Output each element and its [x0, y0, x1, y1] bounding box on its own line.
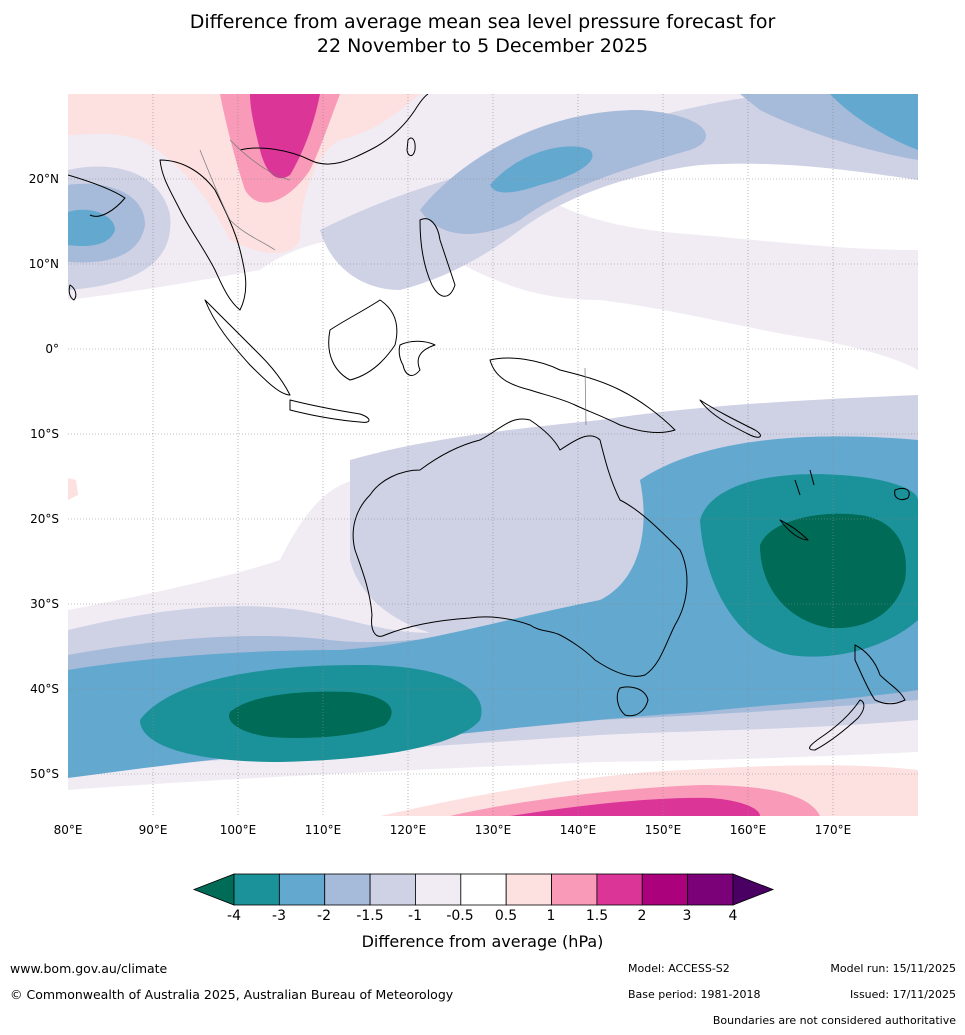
- base-period: Base period: 1981-2018: [628, 988, 761, 1001]
- north-pacific-negative-2: [830, 94, 918, 150]
- title-line-2: 22 November to 5 December 2025: [316, 35, 649, 57]
- lat-label-30s: 30°S: [30, 597, 59, 611]
- gridlines: [68, 94, 918, 816]
- colorbar-swatch: [369, 873, 416, 906]
- colorbar-tick: 3: [682, 908, 692, 924]
- lat-label-equator: 0°: [45, 342, 59, 356]
- model-run-date: Model run: 15/11/2025: [830, 962, 956, 975]
- website-link[interactable]: www.bom.gov.au/climate: [10, 961, 168, 976]
- colorbar-tick: -0.5: [446, 908, 474, 924]
- china-coastline: [239, 94, 429, 165]
- fiji-coastline: [894, 487, 910, 501]
- colorbar-tick: 0.5: [494, 908, 518, 924]
- new-guinea-coastline: [489, 357, 676, 433]
- new-zealand-north-coastline: [854, 644, 906, 705]
- lon-label-80e: 80°E: [53, 823, 83, 837]
- colorbar-swatch: [460, 873, 507, 906]
- lon-label-130e: 130°E: [474, 823, 512, 837]
- copyright-notice: © Commonwealth of Australia 2025, Austra…: [10, 987, 454, 1002]
- country-borders: [199, 139, 587, 426]
- lon-label-120e: 120°E: [389, 823, 427, 837]
- neutral-zone-central: [68, 236, 918, 610]
- india-coastline: [68, 174, 126, 217]
- lat-label-10n: 10°N: [28, 257, 59, 271]
- philippines-coastline: [419, 218, 456, 297]
- china-positive-strong: [250, 94, 320, 179]
- colorbar-tick: 1.5: [585, 908, 609, 924]
- anomaly-field: [68, 94, 918, 816]
- lon-label-90e: 90°E: [138, 823, 168, 837]
- vanuatu-coastline: [794, 469, 815, 496]
- new-zealand-south-coastline: [809, 699, 865, 751]
- colorbar-tick: 4: [728, 908, 738, 924]
- colorbar-swatch: [278, 873, 326, 906]
- new-caledonia-coastline: [779, 519, 809, 541]
- lon-label-150e: 150°E: [644, 823, 682, 837]
- tasman-low-core: [760, 513, 906, 629]
- lat-label-40s: 40°S: [30, 682, 59, 696]
- tasmania-coastline: [616, 686, 649, 717]
- colorbar-tick: -2: [317, 908, 331, 924]
- colorbar-swatch: [687, 873, 734, 906]
- colorbar-swatch: [415, 873, 462, 906]
- solomon-islands-coastline: [699, 399, 761, 438]
- colorbar-swatch: [641, 873, 689, 906]
- lon-label-110e: 110°E: [304, 823, 342, 837]
- colorbar-tick: -1.5: [356, 908, 384, 924]
- colorbar-swatch: [324, 873, 371, 906]
- lat-label-20n: 20°N: [28, 172, 59, 186]
- lon-label-140e: 140°E: [559, 823, 597, 837]
- colorbar-extend-low: [192, 873, 235, 906]
- map-title: Difference from average mean sea level p…: [0, 10, 965, 58]
- western-edge-positive: [68, 478, 78, 500]
- boundaries-disclaimer: Boundaries are not considered authoritat…: [712, 1014, 956, 1027]
- colorbar-label: Difference from average (hPa): [361, 932, 604, 951]
- colorbar-swatch: [551, 873, 598, 906]
- colorbar-swatch: [233, 873, 280, 906]
- lat-label-10s: 10°S: [30, 427, 59, 441]
- colorbar-tick: 2: [637, 908, 647, 924]
- indochina-coastline: [159, 159, 247, 311]
- borneo-coastline: [328, 299, 398, 381]
- australia-coastline: [352, 418, 688, 677]
- lon-label-170e: 170°E: [814, 823, 852, 837]
- colorbar-swatch: [596, 873, 643, 906]
- colorbar-swatch: [505, 873, 552, 906]
- south-indian-low-core: [229, 691, 392, 738]
- colorbar-tick: 1: [546, 908, 556, 924]
- lon-label-100e: 100°E: [219, 823, 257, 837]
- colorbar-tick: -4: [227, 908, 241, 924]
- title-line-1: Difference from average mean sea level p…: [189, 11, 776, 33]
- lat-label-20s: 20°S: [30, 512, 59, 526]
- sri-lanka-coastline: [68, 284, 77, 301]
- southern-ocean-positive-strong: [510, 797, 760, 816]
- colorbar-extend-high: [732, 873, 775, 906]
- philippine-sea-negative-core: [490, 146, 593, 193]
- sulawesi-coastline: [398, 340, 436, 376]
- coastlines: [68, 94, 910, 751]
- lon-label-160e: 160°E: [729, 823, 767, 837]
- colorbar-tick: -3: [272, 908, 286, 924]
- issued-date: Issued: 17/11/2025: [849, 988, 956, 1001]
- java-coastline: [289, 399, 370, 423]
- model-name: Model: ACCESS-S2: [628, 962, 730, 975]
- weak-negative-north: [320, 94, 918, 290]
- colorbar: [192, 873, 775, 906]
- sumatra-coastline: [204, 299, 291, 396]
- taiwan-coastline: [406, 137, 416, 157]
- lat-label-50s: 50°S: [30, 767, 59, 781]
- colorbar-tick: -1: [408, 908, 422, 924]
- bay-of-bengal-negative-core: [68, 209, 115, 247]
